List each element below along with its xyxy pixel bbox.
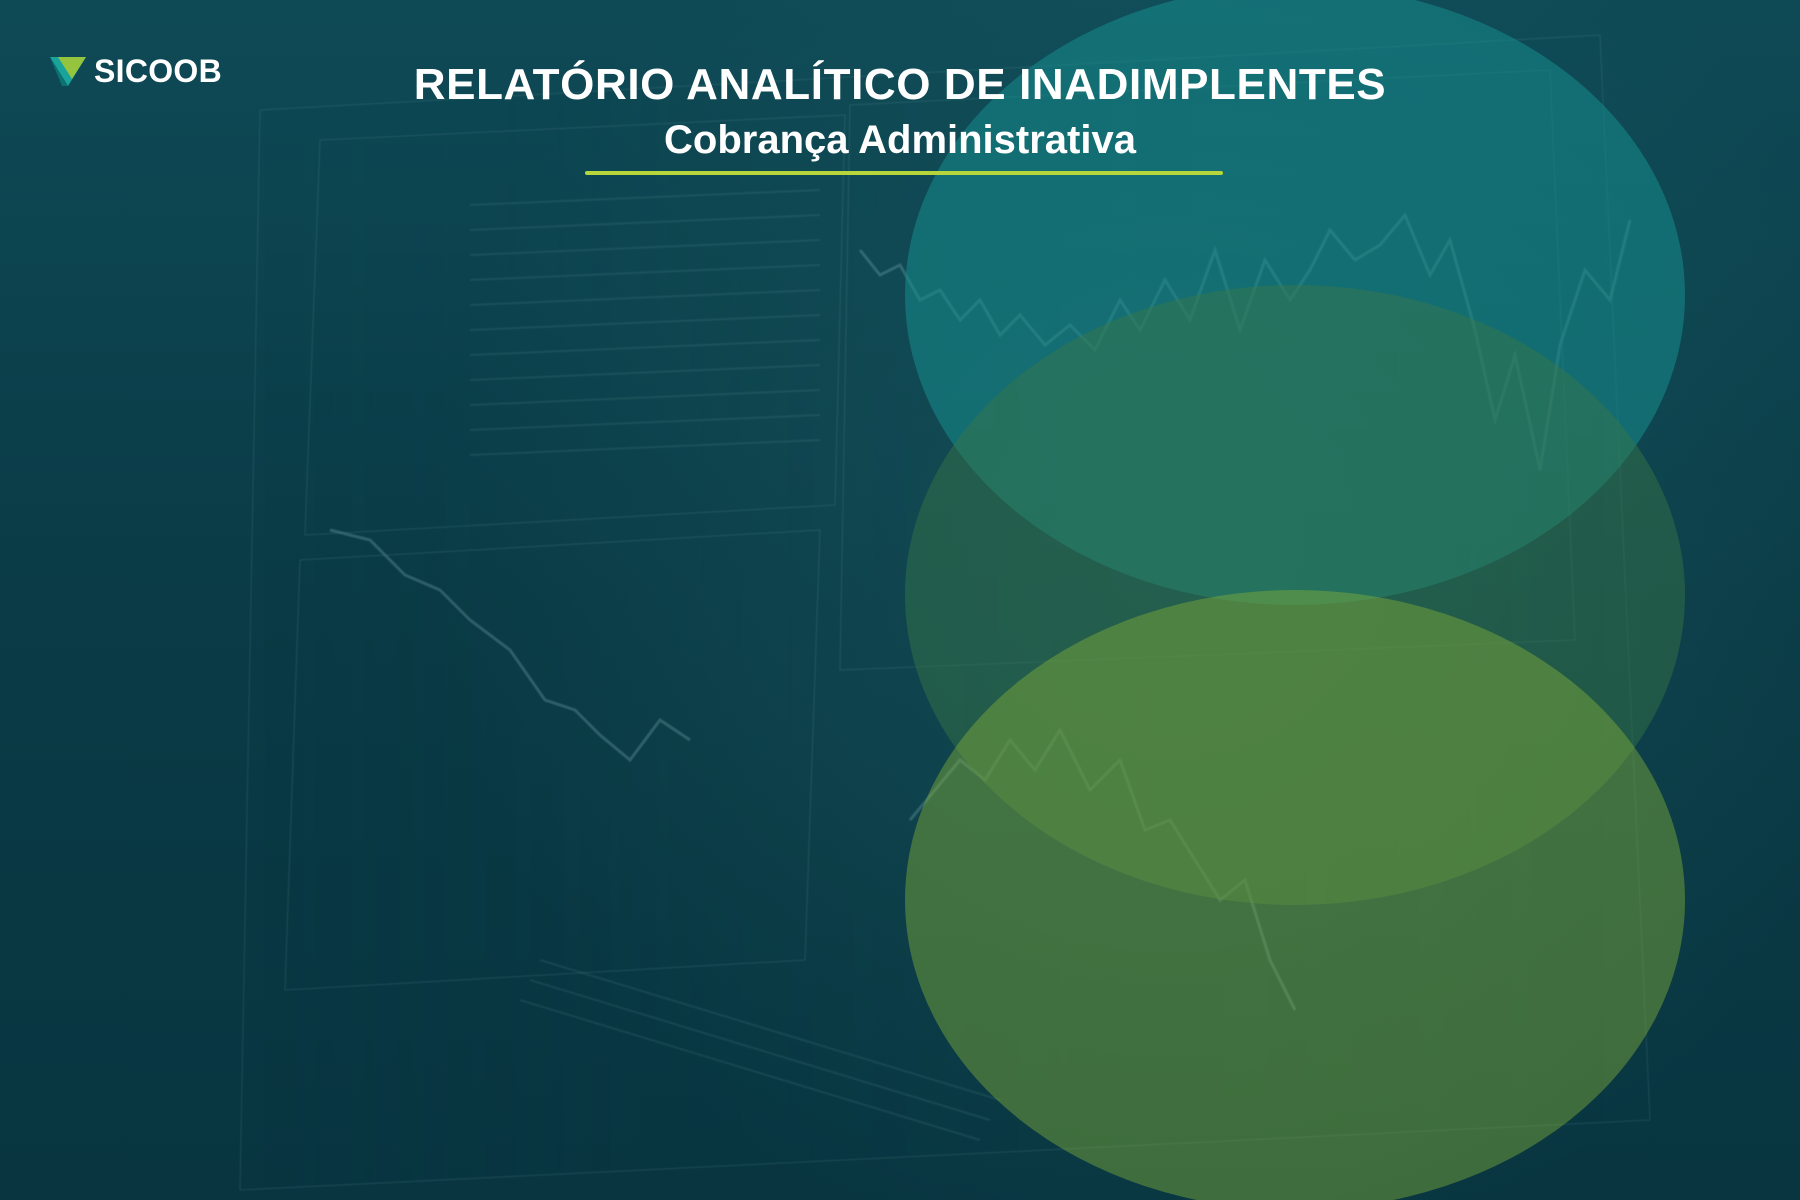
sicoob-logo: SICOOB <box>48 50 222 90</box>
header: RELATÓRIO ANALÍTICO DE INADIMPLENTES Cob… <box>0 58 1800 166</box>
page-subtitle: Cobrança Administrativa <box>664 118 1136 162</box>
sicoob-triangle-icon <box>50 57 86 86</box>
title-underline <box>585 171 1223 175</box>
page-title: RELATÓRIO ANALÍTICO DE INADIMPLENTES <box>413 60 1387 109</box>
logo-wordmark: SICOOB <box>94 53 223 89</box>
